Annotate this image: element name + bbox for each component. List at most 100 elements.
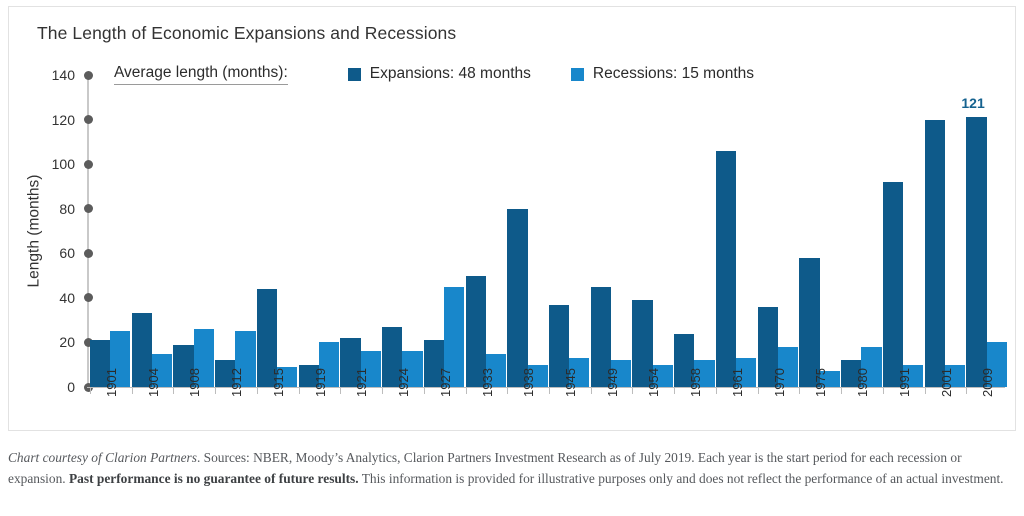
- plot-area: 0 20 40 60 80 100 120 140 1901 1904 1908 1912 1915 1…: [52, 67, 1007, 397]
- bar-expansion: [131, 313, 152, 387]
- bar-expansion: [382, 326, 403, 387]
- y-axis-tick-label: 60: [59, 245, 75, 262]
- y-axis-tick-label: 100: [51, 156, 75, 173]
- x-axis-tick: [549, 387, 550, 394]
- bar-expansion: [215, 360, 236, 387]
- x-axis-tick: [507, 387, 509, 394]
- x-axis-tick: [256, 387, 258, 394]
- y-axis-tick-dot: [83, 70, 93, 80]
- x-axis-label: 2009: [980, 368, 996, 397]
- bar-recession: [694, 360, 715, 387]
- x-axis-tick: [841, 387, 843, 394]
- x-axis-label: 1949: [604, 368, 620, 397]
- bar-expansion: [924, 119, 945, 387]
- bar-recession: [193, 329, 214, 387]
- x-axis-label: 1933: [479, 368, 495, 397]
- bar-expansion: [715, 150, 737, 387]
- x-axis-tick: [632, 387, 634, 394]
- x-axis-label: 1915: [270, 368, 286, 397]
- y-axis-tick-label: 40: [59, 289, 75, 306]
- bar-expansion: [423, 340, 445, 387]
- x-axis-tick: [340, 387, 342, 394]
- footnote-bold-disclaimer: Past performance is no guarantee of futu…: [69, 470, 359, 486]
- x-axis-label: 1980: [855, 368, 871, 397]
- y-axis-tick-dot: [83, 204, 93, 214]
- bar-recession: [736, 358, 757, 387]
- bar-expansion: [757, 306, 778, 387]
- y-axis-title: Length (months): [23, 75, 45, 387]
- bar-expansion: [674, 333, 695, 387]
- bar-expansion: [632, 300, 653, 387]
- bar-recession: [402, 351, 423, 387]
- x-axis-tick: [924, 387, 926, 394]
- x-axis-tick: [966, 387, 968, 394]
- bar-recession: [777, 346, 799, 387]
- bar-recession: [110, 331, 131, 387]
- x-axis-tick: [715, 387, 717, 394]
- bar-recession: [444, 286, 465, 387]
- x-axis-label: 1961: [729, 368, 745, 397]
- x-axis-tick: [215, 387, 217, 394]
- y-axis-tick-dot: [83, 337, 93, 347]
- y-axis-tick-dot: [83, 115, 93, 125]
- y-axis-title-label: Length (months): [25, 174, 42, 288]
- chart-card: The Length of Economic Expansions and Re…: [8, 6, 1016, 431]
- x-axis-tick: [382, 387, 384, 394]
- bar-recession: [527, 364, 548, 387]
- x-axis-line: [87, 387, 1005, 388]
- bar-expansion: [507, 208, 528, 387]
- legend-caption: Average length (months):: [114, 64, 288, 85]
- x-axis-tick: [131, 387, 133, 394]
- y-axis-tick-dot: [83, 248, 93, 258]
- x-axis-label: 1938: [521, 368, 537, 397]
- bar-recession: [569, 358, 590, 387]
- bar-recession: [318, 342, 340, 387]
- legend-entry-recessions: Recessions: 15 months: [570, 65, 754, 83]
- legend-swatch-icon-recessions: [570, 67, 584, 81]
- bar-expansion: [549, 304, 570, 387]
- x-axis-tick: [882, 387, 884, 394]
- y-axis-tick-label: 0: [67, 379, 75, 395]
- x-axis-label: 1975: [813, 368, 829, 397]
- bar-expansion: [465, 275, 486, 387]
- page-title: The Length of Economic Expansions and Re…: [37, 23, 457, 43]
- bar-recession: [360, 351, 381, 387]
- x-axis-label: 1912: [229, 368, 245, 397]
- x-axis-tick: [298, 387, 300, 394]
- y-axis-tick-dot: [83, 159, 93, 169]
- bar-expansion: [966, 117, 987, 387]
- bar-expansion: [256, 288, 278, 387]
- x-axis-tick: [423, 387, 425, 394]
- y-axis-tick-label: 120: [51, 111, 75, 128]
- bar-expansion: [90, 340, 111, 387]
- footnote: Chart courtesy of Clarion Partners. Sour…: [8, 448, 1014, 489]
- bar-expansion: [340, 337, 361, 387]
- bar-recession: [485, 353, 507, 387]
- legend-label-recessions: Recessions: 15 months: [592, 65, 754, 82]
- bar-recession: [861, 346, 882, 387]
- x-axis-label: 1970: [771, 368, 787, 397]
- x-axis-label: 1927: [437, 368, 453, 397]
- x-axis-label: 1954: [646, 368, 662, 397]
- x-axis-label: 1901: [104, 368, 119, 397]
- footnote-italic-lead: Chart courtesy of Clarion Partners: [8, 450, 197, 465]
- bar-recession: [944, 364, 966, 387]
- x-axis-tick: [799, 387, 801, 394]
- x-axis-label: 1908: [187, 368, 203, 397]
- bar-series-group: [90, 75, 1007, 387]
- bar-recession: [151, 353, 173, 387]
- y-axis-tick-dot: [83, 293, 93, 303]
- bar-recession: [819, 371, 840, 387]
- bar-expansion: [882, 181, 904, 387]
- x-axis-tick: [90, 387, 91, 394]
- bar-recession: [652, 364, 673, 387]
- x-axis-label: 1921: [354, 368, 370, 397]
- legend-label-expansions: Expansions: 48 months: [369, 65, 531, 82]
- y-axis-tick-label: 20: [59, 334, 75, 351]
- bar-recession: [277, 366, 298, 387]
- x-axis-label: 1919: [312, 368, 328, 397]
- bar-expansion: [841, 360, 862, 387]
- bar-recession: [903, 364, 924, 387]
- x-axis-label: 1991: [896, 368, 912, 397]
